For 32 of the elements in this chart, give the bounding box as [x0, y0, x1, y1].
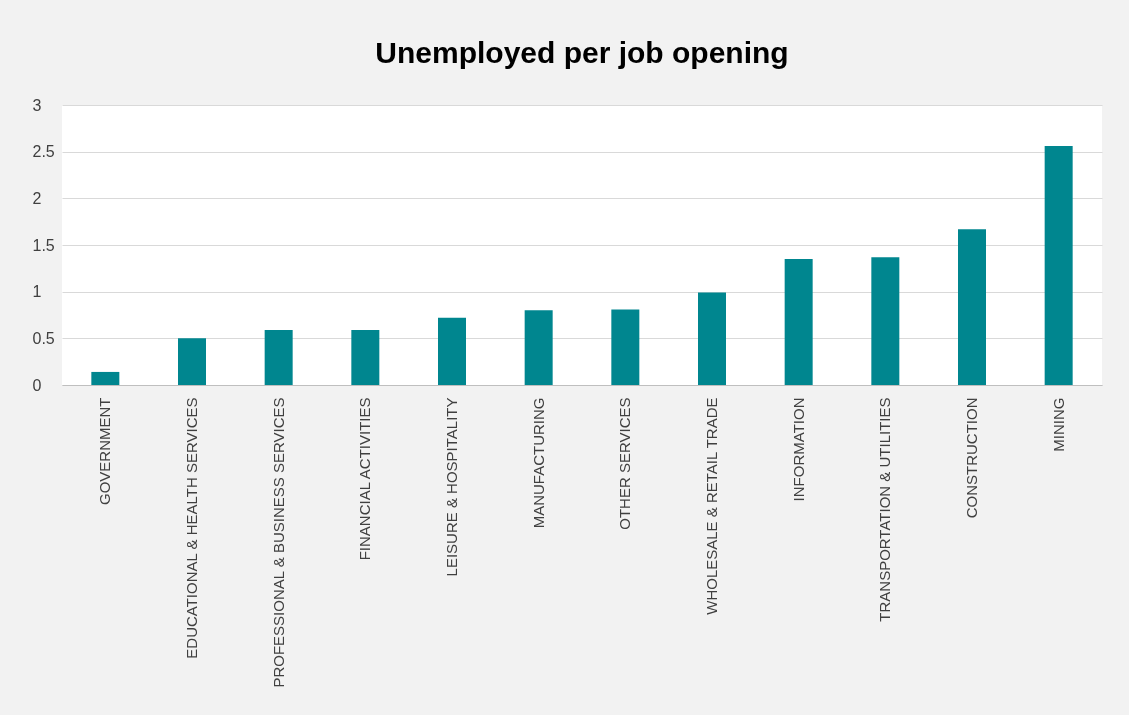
bar	[698, 292, 726, 385]
bar	[351, 329, 380, 385]
x-tick-label: PROFESSIONAL & BUSINESS SERVICES	[269, 397, 287, 688]
x-tick-label: OTHER SERVICES	[616, 397, 634, 530]
x-tick-label: LEISURE & HOSPITALITY	[443, 397, 460, 577]
y-tick-label: 1	[32, 283, 42, 301]
bar	[91, 371, 120, 385]
x-tick-label: FINANCIAL ACTIVITIES	[356, 397, 374, 561]
y-tick-label: 2	[32, 189, 42, 207]
x-tick-label: INFORMATION	[789, 397, 807, 502]
y-tick-label: 0.5	[32, 329, 55, 347]
bar	[438, 317, 466, 385]
bar	[871, 257, 900, 385]
bar	[264, 329, 293, 385]
x-tick-label: EDUCATIONAL & HEALTH SERVICES	[183, 397, 200, 659]
y-tick-label: 0	[32, 376, 42, 394]
bar	[958, 229, 986, 385]
x-tick-label: WHOLESALE & RETAIL TRADE	[703, 397, 720, 615]
x-tick-label: MANUFACTURING	[529, 397, 547, 529]
bar	[1044, 146, 1073, 385]
bar	[784, 259, 813, 385]
x-tick-label: GOVERNMENT	[96, 397, 114, 506]
y-tick-label: 1.5	[32, 236, 55, 254]
y-tick-label: 2.5	[32, 143, 55, 161]
x-tick-label: MINING	[1049, 397, 1067, 452]
bar	[178, 338, 206, 385]
x-tick-label: CONSTRUCTION	[963, 397, 980, 519]
chart-title: Unemployed per job opening	[375, 36, 789, 69]
bar	[611, 309, 640, 385]
y-tick-label: 3	[32, 96, 42, 114]
x-tick-label: TRANSPORTATION & UTILITIES	[876, 397, 894, 622]
bar	[524, 310, 553, 385]
